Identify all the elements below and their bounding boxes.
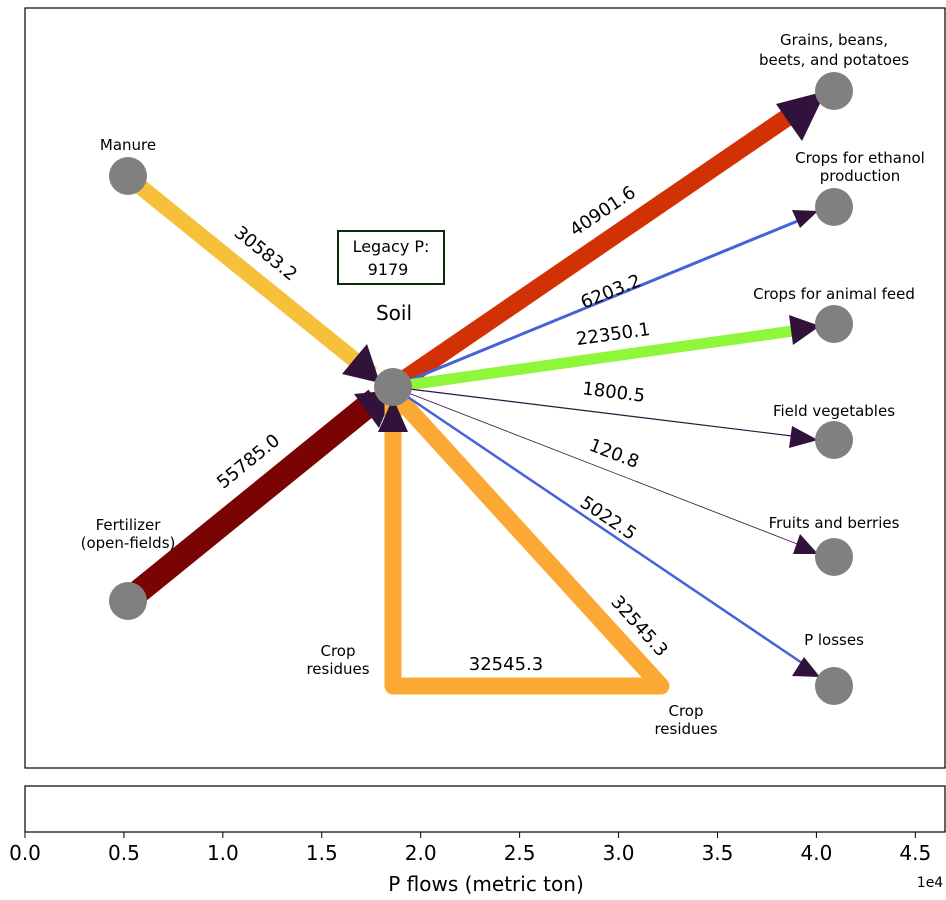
colorbar-tick-label: 4.5	[899, 841, 931, 865]
label-fertilizer-line2: (open-fields)	[81, 534, 176, 552]
colorbar-tick-label: 0.5	[108, 841, 140, 865]
colorbar: 0.0 0.5 1.0 1.5 2.0 2.5 3.0 3.5 4.0 4.5 P flows (…	[9, 785, 946, 896]
colorbar-tick-label: 3.0	[603, 841, 635, 865]
flow-soil-fruits	[392, 386, 806, 548]
label-ethanol-line1: Crops for ethanol	[795, 149, 925, 167]
label-fertilizer-line1: Fertilizer	[96, 516, 162, 534]
colorbar-tick-label: 1.5	[306, 841, 338, 865]
flow-label-crop-residues-bottom: 32545.3	[469, 654, 543, 675]
arrowhead-soil-p-losses	[792, 657, 820, 677]
flow-soil-animal-feed	[392, 324, 801, 393]
arrowhead-manure-soil	[342, 344, 380, 383]
node-soil	[374, 368, 412, 406]
label-animal-feed: Crops for animal feed	[753, 285, 915, 303]
label-fruits: Fruits and berries	[769, 514, 900, 532]
label-field-veg: Field vegetables	[773, 402, 895, 420]
colorbar-xlabel: P flows (metric ton)	[388, 872, 584, 896]
flow-soil-p-losses	[392, 385, 806, 667]
arrowhead-crop-residues	[378, 398, 408, 432]
label-p-losses: P losses	[804, 631, 864, 649]
flow-fertilizer-soil	[119, 389, 384, 611]
flow-manure-soil	[121, 169, 378, 381]
legacy-p-box: Legacy P: 9179	[337, 230, 445, 285]
label-crop-residues-right-line1: Crop	[668, 702, 703, 720]
node-p-losses	[815, 667, 853, 705]
flow-soil-field-veg	[392, 386, 801, 438]
colorbar-box	[24, 785, 946, 833]
colorbar-tick-label: 2.0	[405, 841, 437, 865]
colorbar-tick-label: 2.5	[504, 841, 536, 865]
node-animal-feed	[815, 305, 853, 343]
arrowhead-soil-grains	[776, 91, 826, 141]
flow-soil-grains	[387, 104, 801, 395]
colorbar-tick-label: 0.0	[9, 841, 41, 865]
colorbar-tick-label: 4.0	[800, 841, 832, 865]
label-grains-line1: Grains, beans,	[780, 31, 888, 49]
label-ethanol-line2: production	[820, 167, 901, 185]
arrowhead-soil-animal-feed	[789, 315, 820, 345]
label-crop-residues-left-line2: residues	[306, 660, 369, 678]
flow-soil-ethanol	[392, 218, 801, 389]
node-ethanol	[815, 188, 853, 226]
legacy-p-value: 9179	[368, 260, 409, 279]
arrowhead-soil-ethanol	[792, 210, 818, 228]
label-crop-residues-right-line2: residues	[654, 720, 717, 738]
label-crop-residues-left-line1: Crop	[320, 642, 355, 660]
colorbar-tick-label: 3.5	[702, 841, 734, 865]
arrowhead-soil-field-veg	[789, 426, 818, 448]
node-fruits	[815, 538, 853, 576]
node-grains	[815, 72, 853, 110]
colorbar-offset-text: 1e4	[917, 875, 944, 891]
legacy-p-label: Legacy P:	[353, 237, 430, 256]
colorbar-tick-label: 1.0	[207, 841, 239, 865]
label-manure: Manure	[100, 136, 156, 154]
flow-crop-residues	[384, 383, 670, 695]
diagram-frame	[24, 7, 946, 769]
node-manure	[109, 157, 147, 195]
label-grains-line2: beets, and potatoes	[759, 51, 909, 69]
arrowhead-soil-fruits	[793, 534, 818, 554]
label-soil: Soil	[376, 301, 412, 325]
node-fertilizer	[109, 582, 147, 620]
node-field-veg	[815, 421, 853, 459]
